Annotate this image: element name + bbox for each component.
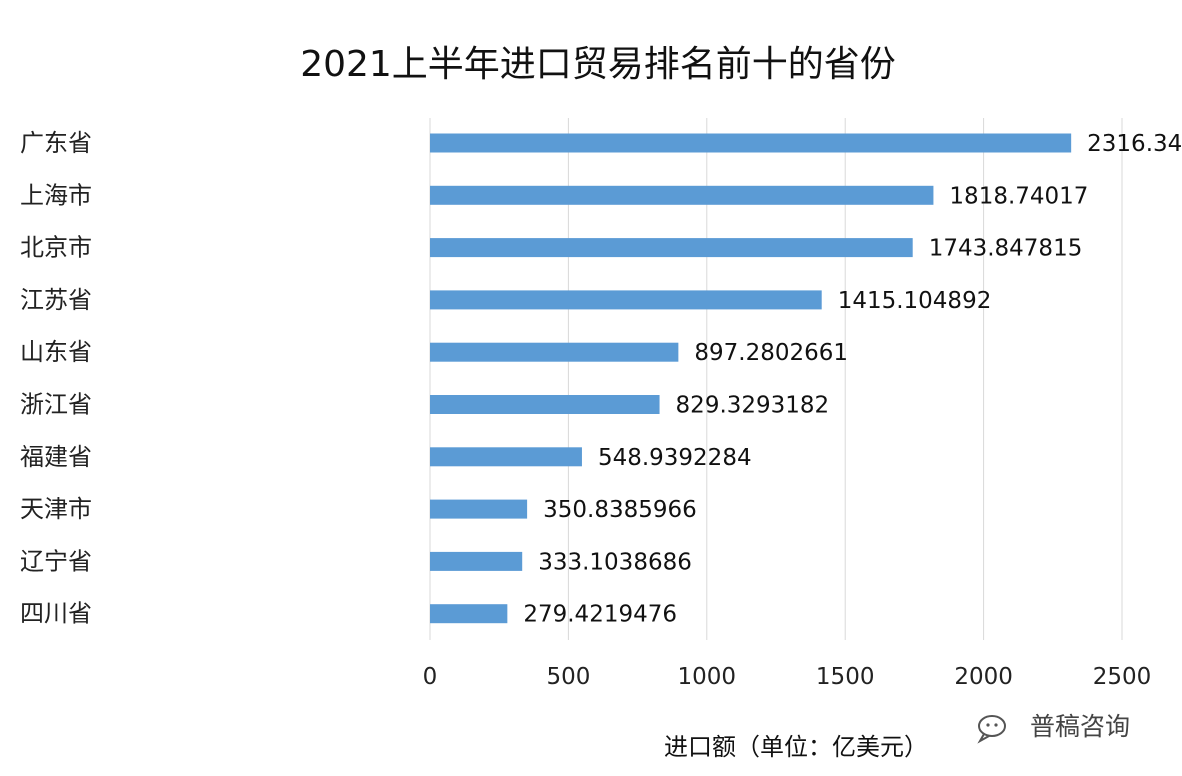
data-label: 548.9392284 — [598, 445, 752, 471]
x-tick-label: 1500 — [816, 664, 875, 690]
category-label: 广东省 — [20, 129, 92, 157]
x-axis-title: 进口额（单位：亿美元） — [664, 733, 928, 761]
watermark-text: 普稿咨询 — [1030, 712, 1130, 741]
bar — [430, 447, 582, 467]
category-label: 上海市 — [20, 181, 92, 209]
bar — [430, 342, 679, 362]
x-tick-label: 0 — [423, 664, 438, 690]
category-label: 四川省 — [20, 600, 92, 628]
data-label: 333.1038686 — [538, 549, 692, 575]
x-tick-label: 2500 — [1093, 664, 1152, 690]
data-label: 1818.74017 — [949, 183, 1088, 209]
data-label: 279.4219476 — [523, 602, 677, 628]
bar — [430, 185, 934, 205]
bar — [430, 499, 528, 519]
value-labels: 2316.348857 1818.74017 1743.847815 1415.104… — [523, 131, 1182, 628]
category-label: 天津市 — [20, 495, 92, 523]
bar — [430, 395, 660, 414]
watermark: 普稿咨询 — [977, 712, 1130, 744]
x-tick-label: 2000 — [954, 664, 1013, 690]
data-label: 829.3293182 — [676, 393, 830, 419]
data-label: 897.2802661 — [694, 340, 848, 366]
bar — [430, 238, 913, 258]
bar — [430, 133, 1072, 153]
chart-title: 2021上半年进口贸易排名前十的省份 — [300, 44, 896, 85]
category-label: 江苏省 — [20, 286, 92, 314]
category-label: 北京市 — [20, 234, 92, 262]
wechat-bubble-icon — [977, 715, 1006, 744]
x-tick-label: 500 — [546, 664, 590, 690]
bars — [430, 133, 1072, 624]
bar — [430, 604, 508, 624]
category-label: 福建省 — [20, 443, 92, 471]
x-tick-label: 1000 — [678, 664, 737, 690]
bar — [430, 551, 523, 571]
data-label: 1415.104892 — [838, 288, 992, 314]
category-label: 辽宁省 — [20, 547, 92, 575]
data-label: 350.8385966 — [543, 497, 697, 523]
category-label: 浙江省 — [20, 391, 92, 419]
data-label: 1743.847815 — [929, 236, 1083, 262]
x-tick-labels: 0 500 1000 1500 2000 2500 — [423, 664, 1152, 690]
category-label: 山东省 — [20, 338, 92, 366]
bar — [430, 290, 822, 310]
data-label: 2316.348857 — [1087, 131, 1182, 157]
